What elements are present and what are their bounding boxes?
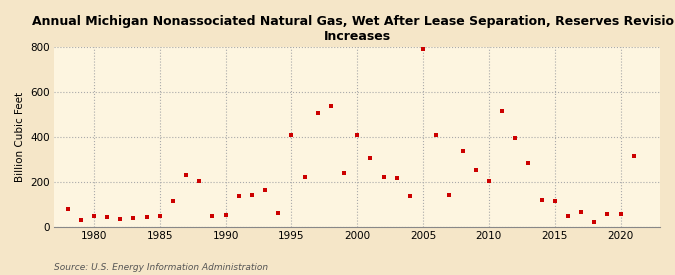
Point: [181, 173, 192, 178]
Point: [615, 211, 626, 216]
Point: [155, 214, 165, 218]
Point: [325, 104, 336, 109]
Point: [273, 211, 284, 215]
Point: [562, 214, 573, 218]
Point: [141, 215, 152, 219]
Point: [418, 47, 429, 51]
Point: [444, 193, 455, 197]
Point: [128, 216, 139, 220]
Point: [207, 214, 218, 219]
Point: [234, 194, 244, 199]
Point: [260, 187, 271, 192]
Point: [365, 156, 376, 160]
Point: [457, 149, 468, 153]
Point: [299, 175, 310, 179]
Point: [392, 176, 402, 180]
Point: [102, 215, 113, 219]
Point: [510, 136, 520, 140]
Point: [339, 170, 350, 175]
Point: [220, 213, 231, 218]
Point: [115, 217, 126, 222]
Point: [404, 194, 415, 199]
Point: [167, 199, 178, 204]
Point: [549, 199, 560, 203]
Point: [352, 132, 362, 137]
Point: [536, 197, 547, 202]
Point: [628, 154, 639, 158]
Point: [286, 132, 297, 137]
Point: [576, 210, 587, 214]
Point: [602, 211, 613, 216]
Point: [76, 218, 86, 222]
Point: [497, 109, 508, 113]
Point: [313, 111, 323, 116]
Y-axis label: Billion Cubic Feet: Billion Cubic Feet: [15, 92, 25, 182]
Title: Annual Michigan Nonassociated Natural Gas, Wet After Lease Separation, Reserves : Annual Michigan Nonassociated Natural Ga…: [32, 15, 675, 43]
Point: [470, 168, 481, 173]
Point: [378, 175, 389, 179]
Point: [246, 193, 257, 197]
Point: [483, 178, 494, 183]
Point: [589, 219, 599, 224]
Point: [62, 207, 73, 211]
Point: [523, 160, 534, 165]
Point: [194, 178, 205, 183]
Point: [88, 214, 99, 218]
Point: [431, 132, 441, 137]
Text: Source: U.S. Energy Information Administration: Source: U.S. Energy Information Administ…: [54, 263, 268, 272]
